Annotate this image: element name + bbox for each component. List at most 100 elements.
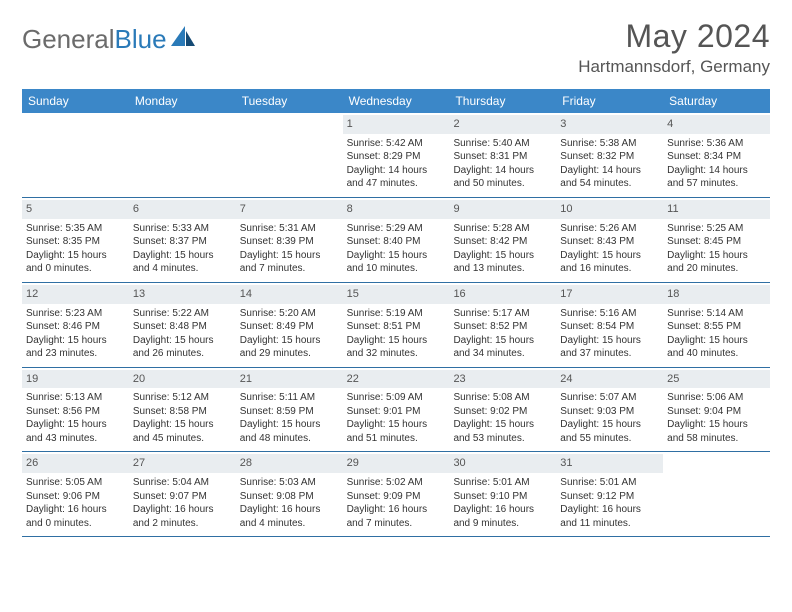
- daylight-text: Daylight: 15 hours and 4 minutes.: [133, 249, 232, 276]
- daylight-text: Daylight: 14 hours and 57 minutes.: [667, 164, 766, 191]
- logo-word-2: Blue: [115, 24, 167, 54]
- calendar-cell: 13Sunrise: 5:22 AMSunset: 8:48 PMDayligh…: [129, 283, 236, 367]
- daylight-text: Daylight: 15 hours and 13 minutes.: [453, 249, 552, 276]
- header: GeneralBlue May 2024 Hartmannsdorf, Germ…: [22, 18, 770, 77]
- sunset-text: Sunset: 8:45 PM: [667, 235, 766, 249]
- day-number: 18: [663, 285, 770, 304]
- daylight-text: Daylight: 15 hours and 26 minutes.: [133, 334, 232, 361]
- calendar-cell: 25Sunrise: 5:06 AMSunset: 9:04 PMDayligh…: [663, 368, 770, 452]
- calendar-cell: 19Sunrise: 5:13 AMSunset: 8:56 PMDayligh…: [22, 368, 129, 452]
- sunset-text: Sunset: 9:04 PM: [667, 405, 766, 419]
- sunset-text: Sunset: 8:59 PM: [240, 405, 339, 419]
- day-number: 24: [556, 370, 663, 389]
- month-title: May 2024: [578, 18, 770, 55]
- sunset-text: Sunset: 8:31 PM: [453, 150, 552, 164]
- daylight-text: Daylight: 15 hours and 0 minutes.: [26, 249, 125, 276]
- sunset-text: Sunset: 9:06 PM: [26, 490, 125, 504]
- calendar-cell: 4Sunrise: 5:36 AMSunset: 8:34 PMDaylight…: [663, 113, 770, 197]
- day-number: 31: [556, 454, 663, 473]
- sunrise-text: Sunrise: 5:16 AM: [560, 307, 659, 321]
- calendar-cell: 22Sunrise: 5:09 AMSunset: 9:01 PMDayligh…: [343, 368, 450, 452]
- calendar-row: 19Sunrise: 5:13 AMSunset: 8:56 PMDayligh…: [22, 368, 770, 453]
- sunset-text: Sunset: 8:39 PM: [240, 235, 339, 249]
- daylight-text: Daylight: 15 hours and 43 minutes.: [26, 418, 125, 445]
- day-number: 13: [129, 285, 236, 304]
- sunrise-text: Sunrise: 5:40 AM: [453, 137, 552, 151]
- sunset-text: Sunset: 8:46 PM: [26, 320, 125, 334]
- calendar-cell: 2Sunrise: 5:40 AMSunset: 8:31 PMDaylight…: [449, 113, 556, 197]
- calendar-cell: 20Sunrise: 5:12 AMSunset: 8:58 PMDayligh…: [129, 368, 236, 452]
- sunset-text: Sunset: 8:35 PM: [26, 235, 125, 249]
- calendar-cell: 15Sunrise: 5:19 AMSunset: 8:51 PMDayligh…: [343, 283, 450, 367]
- calendar-cell: 14Sunrise: 5:20 AMSunset: 8:49 PMDayligh…: [236, 283, 343, 367]
- calendar-cell: [129, 113, 236, 197]
- calendar-row: 5Sunrise: 5:35 AMSunset: 8:35 PMDaylight…: [22, 198, 770, 283]
- calendar-cell: 27Sunrise: 5:04 AMSunset: 9:07 PMDayligh…: [129, 452, 236, 536]
- day-number: 19: [22, 370, 129, 389]
- location: Hartmannsdorf, Germany: [578, 57, 770, 77]
- dayname: Friday: [556, 89, 663, 113]
- calendar-cell: 26Sunrise: 5:05 AMSunset: 9:06 PMDayligh…: [22, 452, 129, 536]
- sunrise-text: Sunrise: 5:14 AM: [667, 307, 766, 321]
- sunrise-text: Sunrise: 5:23 AM: [26, 307, 125, 321]
- dayname: Thursday: [449, 89, 556, 113]
- day-number: 28: [236, 454, 343, 473]
- calendar-cell: 3Sunrise: 5:38 AMSunset: 8:32 PMDaylight…: [556, 113, 663, 197]
- sunset-text: Sunset: 8:43 PM: [560, 235, 659, 249]
- day-number: 21: [236, 370, 343, 389]
- sunset-text: Sunset: 8:40 PM: [347, 235, 446, 249]
- calendar-cell: 12 Sunrise: 5:23 AMSunset: 8:46 PMDayligh…: [22, 283, 129, 367]
- day-number: 17: [556, 285, 663, 304]
- calendar-cell: 11Sunrise: 5:25 AMSunset: 8:45 PMDayligh…: [663, 198, 770, 282]
- day-number: 6: [129, 200, 236, 219]
- sunrise-text: Sunrise: 5:05 AM: [26, 476, 125, 490]
- sunset-text: Sunset: 8:51 PM: [347, 320, 446, 334]
- sunset-text: Sunset: 9:03 PM: [560, 405, 659, 419]
- day-number: 22: [343, 370, 450, 389]
- calendar-cell: 23Sunrise: 5:08 AMSunset: 9:02 PMDayligh…: [449, 368, 556, 452]
- day-number: 12: [22, 285, 129, 304]
- sunrise-text: Sunrise: 5:20 AM: [240, 307, 339, 321]
- sunrise-text: Sunrise: 5:01 AM: [560, 476, 659, 490]
- day-number: 5: [22, 200, 129, 219]
- daylight-text: Daylight: 15 hours and 58 minutes.: [667, 418, 766, 445]
- sunset-text: Sunset: 8:52 PM: [453, 320, 552, 334]
- sunset-text: Sunset: 8:42 PM: [453, 235, 552, 249]
- calendar-cell: 9Sunrise: 5:28 AMSunset: 8:42 PMDaylight…: [449, 198, 556, 282]
- daylight-text: Daylight: 15 hours and 34 minutes.: [453, 334, 552, 361]
- calendar-body: 1Sunrise: 5:42 AMSunset: 8:29 PMDaylight…: [22, 113, 770, 537]
- daylight-text: Daylight: 16 hours and 4 minutes.: [240, 503, 339, 530]
- day-number: 25: [663, 370, 770, 389]
- title-block: May 2024 Hartmannsdorf, Germany: [578, 18, 770, 77]
- calendar-cell: 1Sunrise: 5:42 AMSunset: 8:29 PMDaylight…: [343, 113, 450, 197]
- sunset-text: Sunset: 9:02 PM: [453, 405, 552, 419]
- day-number: 1: [343, 115, 450, 134]
- calendar-cell: [236, 113, 343, 197]
- sunrise-text: Sunrise: 5:02 AM: [347, 476, 446, 490]
- daylight-text: Daylight: 15 hours and 23 minutes.: [26, 334, 125, 361]
- day-number: 14: [236, 285, 343, 304]
- day-number: 23: [449, 370, 556, 389]
- sunset-text: Sunset: 8:29 PM: [347, 150, 446, 164]
- sunset-text: Sunset: 8:56 PM: [26, 405, 125, 419]
- sunrise-text: Sunrise: 5:09 AM: [347, 391, 446, 405]
- sunrise-text: Sunrise: 5:17 AM: [453, 307, 552, 321]
- day-number: 11: [663, 200, 770, 219]
- sunrise-text: Sunrise: 5:19 AM: [347, 307, 446, 321]
- daylight-text: Daylight: 16 hours and 0 minutes.: [26, 503, 125, 530]
- dayname: Sunday: [22, 89, 129, 113]
- sunrise-text: Sunrise: 5:36 AM: [667, 137, 766, 151]
- daylight-text: Daylight: 16 hours and 7 minutes.: [347, 503, 446, 530]
- calendar-row: 1Sunrise: 5:42 AMSunset: 8:29 PMDaylight…: [22, 113, 770, 198]
- daylight-text: Daylight: 15 hours and 45 minutes.: [133, 418, 232, 445]
- daylight-text: Daylight: 14 hours and 47 minutes.: [347, 164, 446, 191]
- calendar-cell: 21Sunrise: 5:11 AMSunset: 8:59 PMDayligh…: [236, 368, 343, 452]
- sail-icon: [171, 26, 197, 48]
- calendar-cell: 31Sunrise: 5:01 AMSunset: 9:12 PMDayligh…: [556, 452, 663, 536]
- sunset-text: Sunset: 8:34 PM: [667, 150, 766, 164]
- calendar-cell: 18Sunrise: 5:14 AMSunset: 8:55 PMDayligh…: [663, 283, 770, 367]
- daylight-text: Daylight: 16 hours and 11 minutes.: [560, 503, 659, 530]
- calendar-cell: 28Sunrise: 5:03 AMSunset: 9:08 PMDayligh…: [236, 452, 343, 536]
- daylight-text: Daylight: 15 hours and 29 minutes.: [240, 334, 339, 361]
- sunrise-text: Sunrise: 5:04 AM: [133, 476, 232, 490]
